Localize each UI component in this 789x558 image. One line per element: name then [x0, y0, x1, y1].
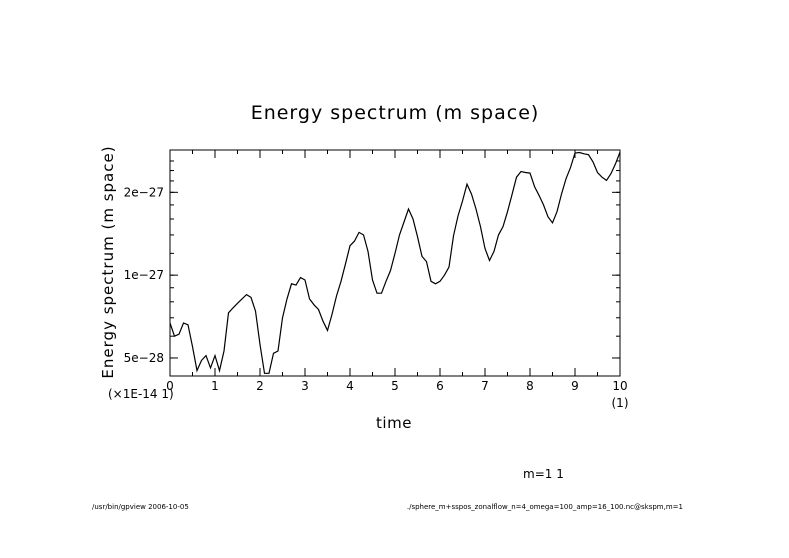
y-tick-label: 2e−27	[124, 185, 164, 199]
x-tick-label: 6	[436, 379, 444, 393]
tick-marks	[169, 150, 621, 376]
y-axis-label: Energy spectrum (m space)	[99, 145, 117, 378]
footer-right-text: ./sphere_m+sspos_zonalflow_n=4_omega=100…	[407, 503, 683, 511]
x-unit-label: (1)	[612, 396, 629, 410]
x-tick-label: 4	[346, 379, 354, 393]
chart-title: Energy spectrum (m space)	[251, 102, 540, 124]
x-tick-label: 10	[612, 379, 627, 393]
x-tick-label: 5	[391, 379, 399, 393]
footer-left-text: /usr/bin/gpview 2006-10-05	[92, 503, 189, 511]
x-axis-label: time	[376, 414, 412, 432]
x-tick-labels: 0 1 2 3 4 5 6 7 8 9 10	[166, 379, 627, 393]
series-line	[169, 151, 621, 374]
x-tick-label: 0	[166, 379, 174, 393]
x-tick-label: 3	[301, 379, 309, 393]
x-multiplier-label: (×1E-14 1)	[108, 387, 174, 401]
y-tick-label: 5e−28	[124, 351, 164, 365]
x-tick-label: 8	[526, 379, 534, 393]
y-tick-labels: 5e−28 1e−27 2e−27	[124, 185, 164, 365]
x-tick-label: 9	[571, 379, 579, 393]
x-tick-label: 2	[256, 379, 264, 393]
x-tick-label: 1	[211, 379, 219, 393]
x-tick-label: 7	[481, 379, 489, 393]
y-tick-label: 1e−27	[124, 268, 164, 282]
plot-frame	[169, 149, 621, 377]
m-label: m=1 1	[523, 467, 564, 481]
